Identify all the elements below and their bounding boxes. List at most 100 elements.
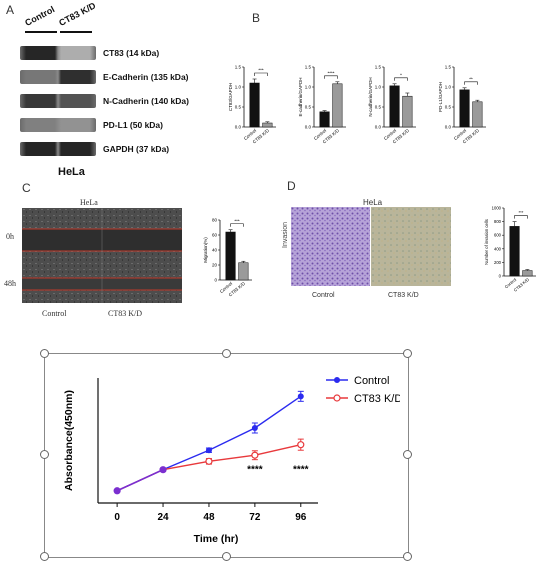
resize-handle-mr[interactable] (403, 450, 412, 459)
invasion-texture-control (291, 207, 370, 286)
bar-kd (262, 122, 273, 128)
y-tick-label: 20 (212, 263, 218, 268)
resize-handle-bl[interactable] (40, 552, 49, 561)
bar-control (389, 85, 400, 128)
invasion-chart: 0 200 400 600 800 1000 Number of invasion cell… (484, 206, 536, 293)
resize-handle-tl[interactable] (40, 349, 49, 358)
lane-bar-kd (60, 31, 92, 33)
resize-handle-ml[interactable] (40, 450, 49, 459)
x-tick-label: 96 (295, 512, 307, 523)
y-tick-label: 0 (214, 278, 217, 283)
bar-kd (472, 101, 483, 128)
lane-bar-control (25, 31, 57, 33)
significance-label: * (400, 72, 402, 77)
resize-handle-tm[interactable] (222, 349, 231, 358)
data-point-control (251, 425, 258, 431)
y-axis-label: Number of invasion cells (484, 219, 489, 265)
panel-a-letter: A (6, 3, 15, 17)
bar-control (319, 111, 330, 128)
bar-control (225, 231, 236, 281)
y-tick-label: 0 (499, 274, 502, 279)
y-tick-label: 1.0 (235, 85, 242, 90)
significance-bracket (230, 223, 244, 227)
x-tick-label: 24 (157, 512, 169, 523)
x-tick-label: 48 (203, 512, 215, 523)
data-point-kd (205, 457, 213, 465)
bar-control (249, 82, 260, 128)
panel-a-cell-line: HeLa (58, 166, 85, 178)
condition-label-control: Control (42, 309, 67, 318)
panel-d-title: HeLa (363, 198, 383, 207)
significance-bracket (324, 75, 338, 79)
invasion-image-control (291, 207, 370, 286)
significance-label: *** (258, 68, 264, 73)
y-tick-label: 0.5 (305, 105, 312, 110)
panel-c-letter: C (22, 181, 31, 195)
data-point-kd (159, 466, 167, 474)
significance-bracket (464, 81, 478, 85)
blot-label-1: CT83 (14 kDa) (103, 48, 160, 58)
resize-handle-bm[interactable] (222, 552, 231, 561)
y-tick-label: 400 (494, 246, 502, 251)
y-axis-label: Migration(%) (203, 237, 208, 263)
y-tick-label: 0.0 (305, 125, 312, 130)
resize-handle-br[interactable] (403, 552, 412, 561)
y-axis-label: CT83/GAPDH (228, 83, 233, 111)
y-tick-label: 40 (212, 248, 218, 253)
y-tick-label: 1.5 (305, 65, 312, 70)
blot-band-3 (20, 94, 96, 108)
significance-bracket (394, 77, 408, 81)
blot-label-5: GAPDH (37 kDa) (103, 144, 170, 154)
time-label-0h: 0h (6, 232, 14, 241)
y-tick-label: 0.5 (235, 105, 242, 110)
bar-kd (402, 95, 413, 128)
invasion-side-label: Invasion (282, 221, 289, 248)
bar-control (509, 226, 520, 277)
x-tick-label: 0 (114, 512, 120, 523)
y-tick-label: 1.5 (235, 65, 242, 70)
lane-label-kd: CT83 K/D (57, 0, 98, 28)
y-tick-label: 0.5 (375, 105, 382, 110)
y-tick-label: 1.0 (305, 85, 312, 90)
invasion-image-kd (371, 207, 451, 286)
bar-control (459, 89, 470, 128)
legend-label: Control (354, 375, 389, 387)
significance-label: *** (234, 218, 240, 223)
growth-curve-chart: 0 24 48 72 96 Time (hr) Absorbance(450nm) **** *… (63, 375, 400, 545)
condition-label-kd: CT83 K/D (108, 309, 142, 318)
y-axis-label: N-cadherin/GAPDH (368, 77, 373, 116)
panel-c-title: HeLa (80, 198, 98, 207)
significance-bracket (254, 72, 268, 76)
panel-b-chart-3: 0.00.51.01.5N-cadherin/GAPDHControlCT83 … (368, 65, 416, 144)
y-tick-label: 60 (212, 233, 218, 238)
y-tick-label: 0.0 (445, 125, 452, 130)
significance-annotation: **** (293, 464, 309, 475)
y-tick-label: 800 (494, 219, 502, 224)
legend-marker (333, 394, 341, 402)
blot-label-4: PD-L1 (50 kDa) (103, 120, 163, 130)
x-tick-label: 72 (249, 512, 261, 523)
y-tick-label: 0.5 (445, 105, 452, 110)
significance-label: **** (327, 70, 334, 75)
resize-handle-tr[interactable] (403, 349, 412, 358)
invasion-label-kd: CT83 K/D (388, 292, 419, 299)
y-tick-label: 200 (494, 260, 502, 265)
significance-bracket (514, 215, 528, 219)
y-tick-label: 1.0 (445, 85, 452, 90)
data-point-control (205, 447, 212, 454)
y-axis-label: E-cadherin/GAPDH (298, 77, 303, 116)
data-point-kd (113, 487, 121, 495)
legend-label: CT83 K/D (354, 393, 400, 405)
y-tick-label: 1.5 (375, 65, 382, 70)
y-tick-label: 1.0 (375, 85, 382, 90)
lane-label-control: Control (23, 4, 57, 28)
bar-kd (238, 262, 249, 281)
y-tick-label: 1.5 (445, 65, 452, 70)
panel-d-letter: D (287, 179, 296, 193)
legend-marker (334, 377, 340, 383)
time-label-48h: 48h (4, 279, 16, 288)
data-point-kd (251, 451, 259, 459)
